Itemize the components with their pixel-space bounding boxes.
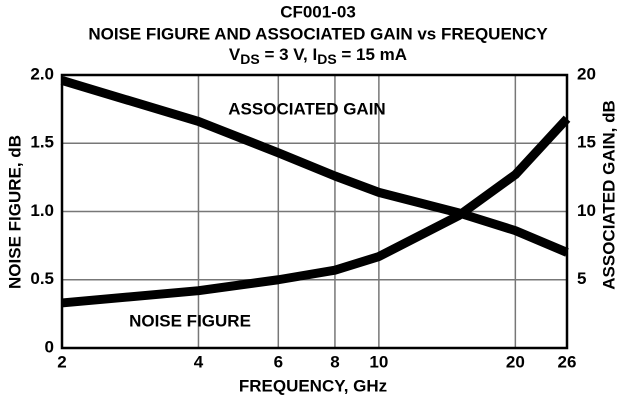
y-axis-label: NOISE FIGURE, dB <box>5 135 24 289</box>
series-annotation: ASSOCIATED GAIN <box>228 99 385 118</box>
y-tick-label: 1.0 <box>30 201 54 220</box>
series-line <box>60 76 569 257</box>
y2-tick-label: 5 <box>577 269 586 288</box>
x-tick-label: 6 <box>274 352 283 371</box>
y-tick-label: 2.0 <box>30 64 54 83</box>
x-tick-label: 20 <box>506 352 525 371</box>
y2-tick-label: 10 <box>577 201 596 220</box>
y2-axis-label: ASSOCIATED GAIN, dB <box>599 100 618 290</box>
subtitle-part: = 15 mA <box>337 45 407 64</box>
x-tick-label: 8 <box>330 352 339 371</box>
plot-frame <box>60 73 569 350</box>
y2-tick-label: 15 <box>577 133 596 152</box>
x-tick-label: 10 <box>369 352 388 371</box>
y-tick-label: 0.5 <box>30 269 54 288</box>
y-tick-label: 0 <box>45 337 54 356</box>
x-axis-label: FREQUENCY, GHz <box>239 376 387 395</box>
x-tick-label: 4 <box>194 352 204 371</box>
x-tick-label: 2 <box>57 352 66 371</box>
chart-title: CF001-03 <box>280 2 356 21</box>
series-line <box>61 115 571 308</box>
x-tick-label: 26 <box>558 352 577 371</box>
chart-subtitle: VDS = 3 V, IDS = 15 mA <box>229 45 407 66</box>
subtitle-part: DS <box>317 51 336 67</box>
subtitle-part: V <box>229 45 241 64</box>
subtitle-part: DS <box>240 51 259 67</box>
y2-tick-label: 20 <box>577 64 596 83</box>
chart-title: NOISE FIGURE AND ASSOCIATED GAIN vs FREQ… <box>88 24 548 43</box>
subtitle-part: = 3 V, I <box>260 45 318 64</box>
y-tick-label: 1.5 <box>30 133 54 152</box>
series-annotation: NOISE FIGURE <box>129 311 251 330</box>
